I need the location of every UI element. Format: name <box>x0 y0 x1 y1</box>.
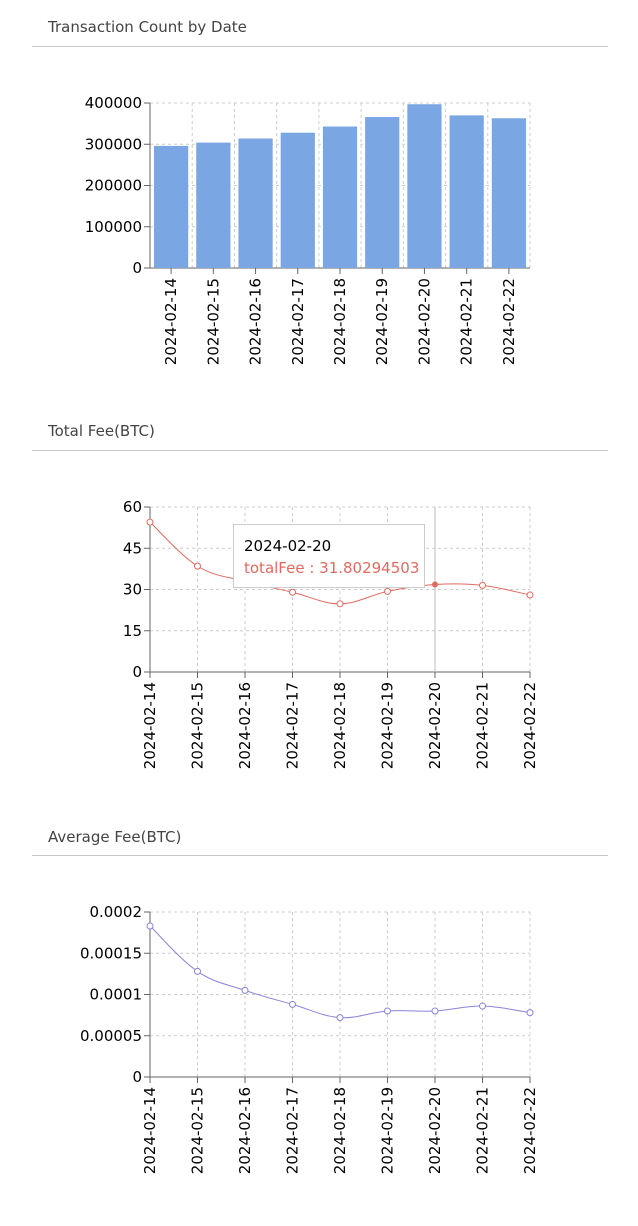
x-tick-label: 2024-02-17 <box>284 1087 302 1174</box>
x-tick-label: 2024-02-20 <box>415 278 433 365</box>
bar <box>154 145 189 268</box>
data-point <box>146 922 154 930</box>
total-fee-section: Total Fee(BTC) 0 15 30 45 60 2024-02-14 2024-0… <box>0 422 638 802</box>
data-point <box>336 1014 344 1022</box>
bar <box>365 117 400 269</box>
average-fee-line-chart: 0 0.00005 0.0001 0.00015 0.0002 2024-02-14 202… <box>80 903 539 1174</box>
data-point <box>432 581 438 588</box>
x-tick-label: 2024-02-15 <box>189 1087 207 1174</box>
data-point <box>384 587 391 595</box>
x-tick-label: 2024-02-14 <box>141 1087 159 1174</box>
tooltip-value: totalFee : 31.80294503 <box>244 559 420 577</box>
bar <box>280 132 315 268</box>
data-point <box>431 1007 439 1015</box>
bar <box>449 115 484 268</box>
x-tick-label: 2024-02-17 <box>284 682 302 769</box>
data-point <box>194 967 201 975</box>
y-tick-label: 60 <box>123 498 142 516</box>
x-tick-label: 2024-02-20 <box>426 682 444 769</box>
data-point <box>289 588 296 596</box>
y-tick-label: 0 <box>132 259 142 277</box>
x-tick-label: 2024-02-15 <box>204 278 222 365</box>
x-tick-label: 2024-02-19 <box>373 278 391 365</box>
tooltip-label: 2024-02-20 <box>244 537 332 555</box>
data-point <box>289 1000 296 1008</box>
x-tick-label: 2024-02-14 <box>162 278 180 365</box>
section-title: Average Fee(BTC) <box>48 828 182 846</box>
data-point <box>146 518 154 526</box>
y-tick-label: 0.00005 <box>80 1027 142 1045</box>
total-fee-line-chart: 0 15 30 45 60 2024-02-14 2024-02-15 2024-02-16 2… <box>123 498 539 769</box>
x-tick-label: 2024-02-16 <box>247 278 265 365</box>
y-tick-label: 0.0001 <box>90 986 143 1004</box>
y-tick-label: 400000 <box>85 94 142 112</box>
x-tick-label: 2024-02-18 <box>331 1087 349 1174</box>
x-tick-label: 2024-02-16 <box>236 682 254 769</box>
data-point <box>194 562 201 570</box>
x-tick-label: 2024-02-22 <box>521 682 539 769</box>
section-divider <box>32 450 608 451</box>
y-tick-label: 100000 <box>85 218 142 236</box>
y-tick-label: 0.00015 <box>80 944 142 962</box>
data-point <box>336 600 344 608</box>
x-tick-label: 2024-02-18 <box>331 682 349 769</box>
x-tick-label: 2024-02-16 <box>236 1087 254 1174</box>
x-tick-label: 2024-02-19 <box>379 682 397 769</box>
x-tick-label: 2024-02-19 <box>379 1087 397 1174</box>
y-tick-label: 0.0002 <box>90 903 143 921</box>
y-tick-label: 30 <box>123 581 142 599</box>
bar <box>491 118 526 268</box>
section-title: Transaction Count by Date <box>48 18 247 36</box>
y-tick-label: 0 <box>132 663 142 681</box>
section-divider <box>32 46 608 47</box>
chart-tooltip: 2024-02-20 totalFee : 31.80294503 <box>233 524 425 588</box>
section-title: Total Fee(BTC) <box>48 422 155 440</box>
y-tick-label: 300000 <box>85 135 142 153</box>
data-point <box>479 581 486 589</box>
data-point <box>526 1009 534 1017</box>
x-tick-label: 2024-02-18 <box>331 278 349 365</box>
x-tick-label: 2024-02-14 <box>141 682 159 769</box>
x-tick-label: 2024-02-21 <box>474 1087 492 1174</box>
data-point <box>241 986 249 994</box>
y-tick-label: 45 <box>123 539 142 557</box>
bar <box>196 142 231 268</box>
data-point <box>526 591 534 599</box>
x-tick-label: 2024-02-22 <box>500 278 518 365</box>
x-tick-label: 2024-02-17 <box>289 278 307 365</box>
bar <box>238 138 273 268</box>
x-tick-label: 2024-02-15 <box>189 682 207 769</box>
x-tick-label: 2024-02-21 <box>474 682 492 769</box>
x-tick-label: 2024-02-20 <box>426 1087 444 1174</box>
y-tick-label: 15 <box>123 622 142 640</box>
transaction-count-section: Transaction Count by Date 0 100000 200000 3… <box>0 18 638 398</box>
transaction-count-bar-chart: 0 100000 200000 300000 400000 2024-02-14 2024-… <box>85 94 531 365</box>
bar <box>322 126 358 268</box>
x-tick-label: 2024-02-21 <box>458 278 476 365</box>
section-divider <box>32 855 608 856</box>
bar <box>407 104 442 268</box>
y-tick-label: 200000 <box>85 177 142 195</box>
average-fee-section: Average Fee(BTC) 0 0.00005 0.0001 0.00015 0.… <box>0 828 638 1208</box>
y-tick-label: 0 <box>132 1068 142 1086</box>
x-tick-label: 2024-02-22 <box>521 1087 539 1174</box>
data-point <box>479 1002 486 1010</box>
grid <box>150 911 531 1077</box>
data-point <box>384 1007 391 1015</box>
